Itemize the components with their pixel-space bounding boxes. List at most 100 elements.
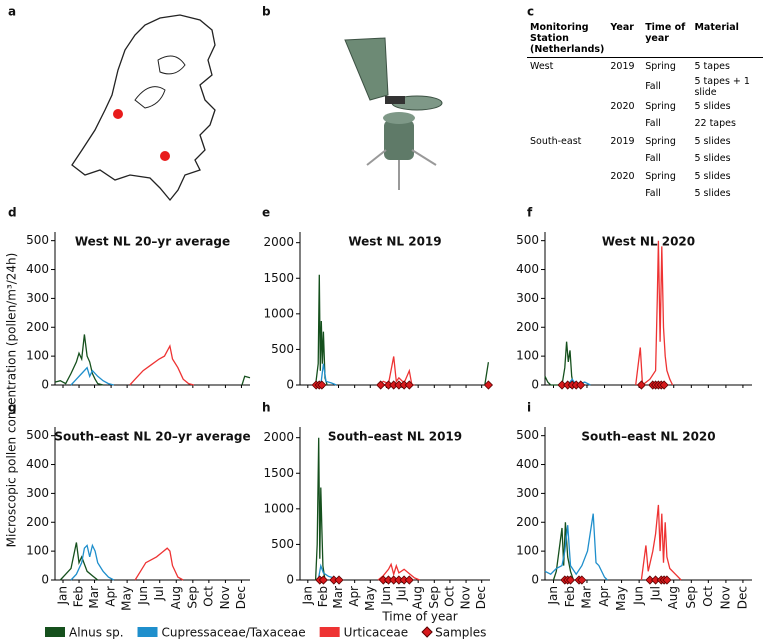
x-tick-label: Dec	[474, 586, 488, 609]
series-line	[377, 562, 420, 581]
panel-letter: d	[8, 206, 17, 220]
series-line	[59, 542, 99, 581]
table-row: West 2019 Spring 5 tapes	[527, 58, 763, 76]
table-cell: 5 slides	[694, 135, 731, 147]
y-tick-label: 500	[26, 428, 49, 442]
series-line	[552, 522, 575, 581]
table-cell: Spring	[645, 100, 676, 112]
table-cell: Spring	[645, 170, 676, 182]
table-cell: 2020	[610, 100, 635, 112]
sample-marker	[483, 380, 494, 390]
x-tick-label: Jun	[136, 586, 150, 606]
sampler-photo	[344, 37, 443, 190]
y-tick-label: 0	[286, 573, 294, 587]
table-cell: 22 tapes	[694, 118, 736, 130]
y-tick-label: 400	[26, 457, 49, 471]
sample-marker	[318, 575, 328, 585]
series-line	[640, 504, 682, 581]
table-cell	[527, 115, 607, 133]
table-cell: 5 slides	[694, 188, 731, 200]
x-tick-label: Jun	[632, 586, 646, 606]
x-tick-label: Feb	[316, 586, 330, 607]
y-tick-label: 1500	[263, 466, 294, 480]
table-header-cell: Time of year	[642, 20, 692, 58]
x-tick-label: Nov	[718, 586, 732, 609]
y-tick-label: 400	[26, 262, 49, 276]
series-line	[70, 543, 115, 581]
table-cell: Spring	[645, 61, 676, 73]
x-tick-label: Sep	[427, 586, 441, 609]
x-tick-label: Jan	[300, 586, 314, 606]
chart-title: West NL 20–yr average	[75, 235, 230, 249]
panel-letter: i	[527, 401, 531, 415]
table-cell: Fall	[645, 153, 661, 165]
panel-letter: h	[262, 401, 271, 415]
legend-swatch	[45, 627, 65, 637]
chart-title: South–east NL 2019	[328, 430, 462, 444]
x-tick-label: Jul	[152, 586, 166, 601]
legend-label: Samples	[435, 626, 486, 640]
x-tick-label: Oct	[442, 586, 456, 607]
legend-swatch	[421, 626, 433, 638]
x-tick-label: Jan	[546, 586, 560, 606]
table-cell	[607, 150, 642, 168]
series-line	[544, 341, 575, 386]
table-cell	[527, 185, 607, 203]
table-cell: Spring	[645, 135, 676, 147]
table-row: Fall 5 slides	[527, 185, 763, 203]
table-cell: 5 slides	[694, 100, 731, 112]
x-tick-label: May	[120, 586, 134, 611]
x-tick-label: Sep	[684, 586, 698, 609]
table-cell	[607, 185, 642, 203]
x-tick-label: Aug	[411, 586, 425, 609]
x-tick-label: Apr	[597, 586, 611, 607]
y-tick-label: 200	[26, 515, 49, 529]
table-cell: Fall	[645, 81, 661, 92]
series-line	[544, 513, 608, 581]
sample-marker	[334, 575, 344, 585]
x-tick-label: Jun	[379, 586, 393, 606]
x-axis-label: Time of year	[381, 610, 457, 624]
sample-marker	[404, 380, 414, 390]
y-tick-label: 100	[26, 349, 49, 363]
map	[71, 14, 216, 202]
y-tick-label: 100	[516, 349, 539, 363]
legend-label: Alnus sp.	[69, 626, 124, 640]
chart-title: South–east NL 2020	[581, 430, 715, 444]
y-tick-label: 300	[26, 291, 49, 305]
x-tick-label: Oct	[701, 586, 715, 607]
table-cell: 5 slides	[694, 170, 731, 182]
x-tick-label: Aug	[666, 586, 680, 609]
sample-marker	[565, 575, 576, 585]
x-tick-label: Jul	[395, 586, 409, 601]
table-cell: 5 tapes	[694, 61, 730, 73]
series-line	[635, 240, 674, 387]
panel-letter: f	[527, 206, 533, 220]
y-tick-label: 300	[516, 291, 539, 305]
table-row: Fall 5 slides	[527, 150, 763, 168]
material-table: Monitoring Station (Netherlands) Year Time…	[527, 20, 763, 203]
y-tick-label: 1500	[263, 271, 294, 285]
table-cell: South-east	[530, 135, 582, 147]
y-tick-label: 200	[516, 515, 539, 529]
x-tick-label: Feb	[563, 586, 577, 607]
sample-marker	[576, 380, 586, 390]
sample-marker	[317, 380, 327, 390]
x-tick-label: Apr	[104, 586, 118, 607]
y-tick-label: 200	[26, 320, 49, 334]
table-row: Fall 22 tapes	[527, 115, 763, 133]
table-row: 2020 Spring 5 slides	[527, 98, 763, 116]
chart-title: South–east NL 20–yr average	[54, 430, 250, 444]
y-tick-label: 500	[26, 233, 49, 247]
y-tick-label: 2000	[263, 235, 294, 249]
y-axis-label: Microscopic pollen concentration (pollen…	[5, 253, 19, 548]
table-cell	[607, 115, 642, 133]
x-tick-label: Apr	[347, 586, 361, 607]
y-tick-label: 200	[516, 320, 539, 334]
table-cell	[527, 150, 607, 168]
series-line	[54, 334, 251, 386]
y-tick-label: 300	[26, 486, 49, 500]
x-tick-label: Aug	[169, 586, 183, 609]
series-line	[314, 437, 326, 581]
